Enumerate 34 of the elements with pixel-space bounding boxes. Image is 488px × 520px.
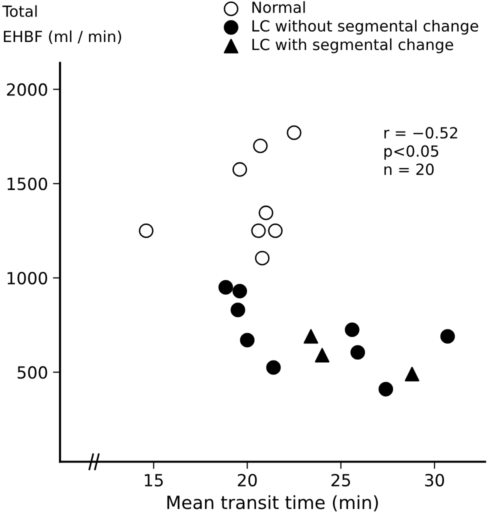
point xyxy=(378,382,394,396)
point xyxy=(344,322,360,338)
point xyxy=(258,206,274,220)
point xyxy=(251,223,266,238)
point xyxy=(254,250,270,266)
point xyxy=(240,332,255,348)
point xyxy=(314,348,330,362)
legend-label: LC with segmental change xyxy=(252,38,454,54)
point xyxy=(268,223,283,238)
point xyxy=(350,345,366,360)
point xyxy=(232,284,248,298)
y-tick-label: 2000 xyxy=(7,83,48,96)
point xyxy=(253,138,268,154)
y-tick-label: 500 xyxy=(18,366,48,379)
x-tick-label: 20 xyxy=(238,474,257,486)
annotation: r = −0.52 p<0.05 n = 20 xyxy=(384,127,458,176)
x-tick-label: 15 xyxy=(144,474,163,486)
y-tick-label: 1000 xyxy=(8,272,48,284)
point xyxy=(404,366,420,382)
y-axis-title: Total EHBF (ml / min) xyxy=(2,5,122,44)
point xyxy=(304,329,318,344)
x-tick-label: 30 xyxy=(425,474,444,486)
point xyxy=(218,280,234,295)
point xyxy=(266,360,281,375)
legend-label: Normal xyxy=(252,1,305,14)
legend-label: LC without segmental change xyxy=(252,20,478,35)
point xyxy=(138,223,154,238)
point xyxy=(230,302,246,318)
point xyxy=(440,329,455,344)
point xyxy=(232,162,248,177)
y-tick-label: 1500 xyxy=(8,178,48,190)
point xyxy=(286,125,302,140)
x-axis-title: Mean transit time (min) xyxy=(167,495,378,512)
x-tick-label: 25 xyxy=(332,474,350,486)
